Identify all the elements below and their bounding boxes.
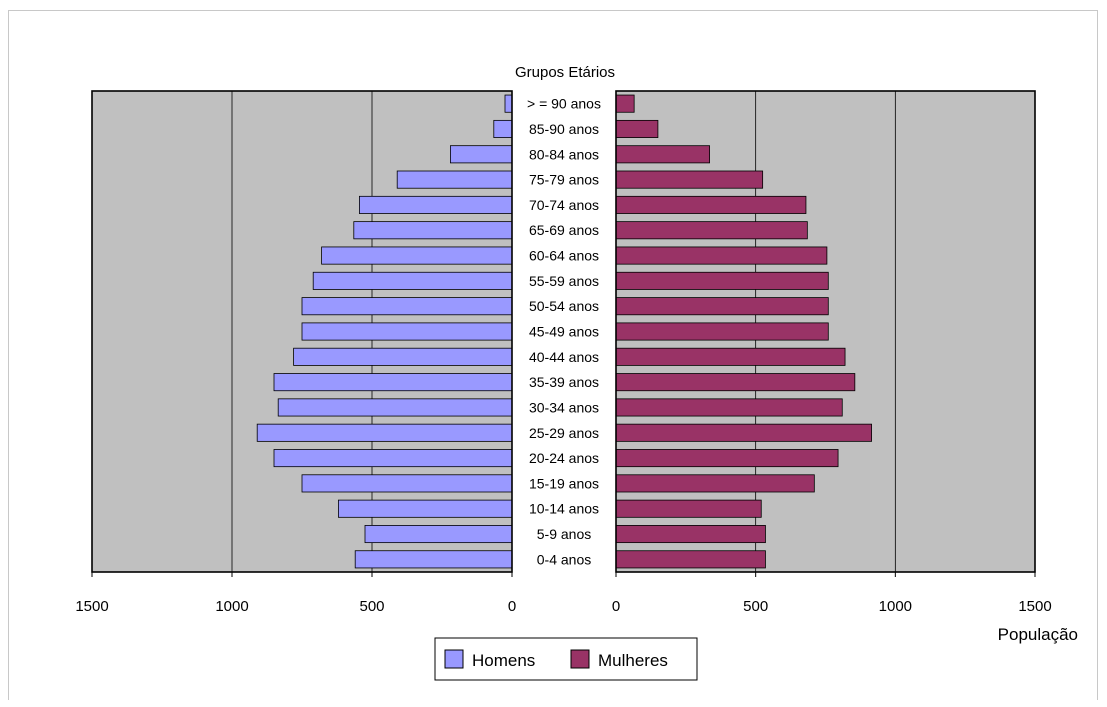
bar-mulheres bbox=[615, 347, 846, 366]
bar-homens bbox=[337, 499, 513, 518]
x-axis-ticks: 1500 1000 500 0 0 500 1000 1500 bbox=[75, 572, 1052, 615]
category-labels: > = 90 anos 85-90 anos 80-84 anos 75-79 ano… bbox=[527, 96, 601, 568]
category-label: 65-69 anos bbox=[529, 222, 599, 238]
category-label: 35-39 anos bbox=[529, 374, 599, 390]
category-label: 85-90 anos bbox=[529, 121, 599, 137]
legend-box bbox=[434, 637, 698, 681]
bar-mulheres bbox=[615, 474, 815, 493]
bar-homens bbox=[273, 373, 513, 392]
bar-mulheres bbox=[615, 119, 659, 138]
bar-homens bbox=[293, 347, 513, 366]
bar-mulheres bbox=[615, 170, 764, 189]
bar-homens bbox=[301, 297, 513, 316]
bar-homens bbox=[321, 246, 513, 265]
bar-homens bbox=[353, 221, 513, 240]
tick-label-right: 1500 bbox=[1018, 598, 1051, 615]
bar-mulheres bbox=[615, 221, 808, 240]
chart-frame bbox=[8, 10, 1098, 700]
category-label: 0-4 anos bbox=[537, 551, 591, 567]
plot-border-right bbox=[615, 90, 1036, 573]
legend-swatch-homens bbox=[444, 649, 464, 669]
bar-homens bbox=[354, 550, 513, 569]
bar-mulheres bbox=[615, 525, 766, 544]
bar-homens bbox=[449, 145, 513, 164]
bar-mulheres bbox=[615, 246, 828, 265]
tick-label-right: 0 bbox=[612, 598, 620, 615]
category-label: 55-59 anos bbox=[529, 273, 599, 289]
bar-mulheres bbox=[615, 94, 635, 113]
category-label: 45-49 anos bbox=[529, 324, 599, 340]
bar-homens bbox=[358, 195, 513, 214]
category-label: 25-29 anos bbox=[529, 425, 599, 441]
category-label: 15-19 anos bbox=[529, 475, 599, 491]
tick-label-left: 1500 bbox=[75, 598, 108, 615]
legend: Homens Mulheres bbox=[434, 637, 698, 681]
bar-mulheres bbox=[615, 145, 710, 164]
bar-homens bbox=[301, 474, 513, 493]
bar-homens bbox=[256, 423, 513, 442]
plot-area bbox=[91, 90, 1036, 573]
plot-border-left bbox=[91, 90, 513, 573]
category-label: 70-74 anos bbox=[529, 197, 599, 213]
bar-homens bbox=[277, 398, 513, 417]
bar-homens bbox=[301, 322, 513, 341]
category-label: 30-34 anos bbox=[529, 399, 599, 415]
bar-mulheres bbox=[615, 499, 762, 518]
tick-label-left: 0 bbox=[508, 598, 516, 615]
tick-label-left: 500 bbox=[359, 598, 384, 615]
category-label: 80-84 anos bbox=[529, 146, 599, 162]
bar-mulheres bbox=[615, 322, 829, 341]
category-label: 60-64 anos bbox=[529, 248, 599, 264]
tick-label-left: 1000 bbox=[215, 598, 248, 615]
legend-label-mulheres: Mulheres bbox=[598, 651, 668, 670]
category-label: 50-54 anos bbox=[529, 298, 599, 314]
chart-title: Grupos Etários bbox=[515, 64, 615, 81]
category-label: 20-24 anos bbox=[529, 450, 599, 466]
bar-mulheres bbox=[615, 423, 872, 442]
bar-mulheres bbox=[615, 271, 829, 290]
bar-homens bbox=[273, 449, 513, 468]
bar-homens bbox=[364, 525, 513, 544]
bar-mulheres bbox=[615, 449, 839, 468]
category-label: 5-9 anos bbox=[537, 526, 591, 542]
category-label: 10-14 anos bbox=[529, 501, 599, 517]
tick-label-right: 500 bbox=[743, 598, 768, 615]
bar-mulheres bbox=[615, 297, 829, 316]
bar-mulheres bbox=[615, 550, 766, 569]
bar-mulheres bbox=[615, 373, 856, 392]
bar-mulheres bbox=[615, 195, 807, 214]
tick-label-right: 1000 bbox=[879, 598, 912, 615]
bar-homens bbox=[504, 94, 513, 113]
legend-label-homens: Homens bbox=[472, 651, 535, 670]
category-label: > = 90 anos bbox=[527, 96, 601, 112]
bar-homens bbox=[493, 119, 513, 138]
bar-mulheres bbox=[615, 398, 843, 417]
bar-homens bbox=[396, 170, 513, 189]
category-label: 75-79 anos bbox=[529, 172, 599, 188]
legend-swatch-mulheres bbox=[570, 649, 590, 669]
category-label: 40-44 anos bbox=[529, 349, 599, 365]
bar-homens bbox=[312, 271, 513, 290]
x-axis-label: População bbox=[998, 625, 1078, 644]
